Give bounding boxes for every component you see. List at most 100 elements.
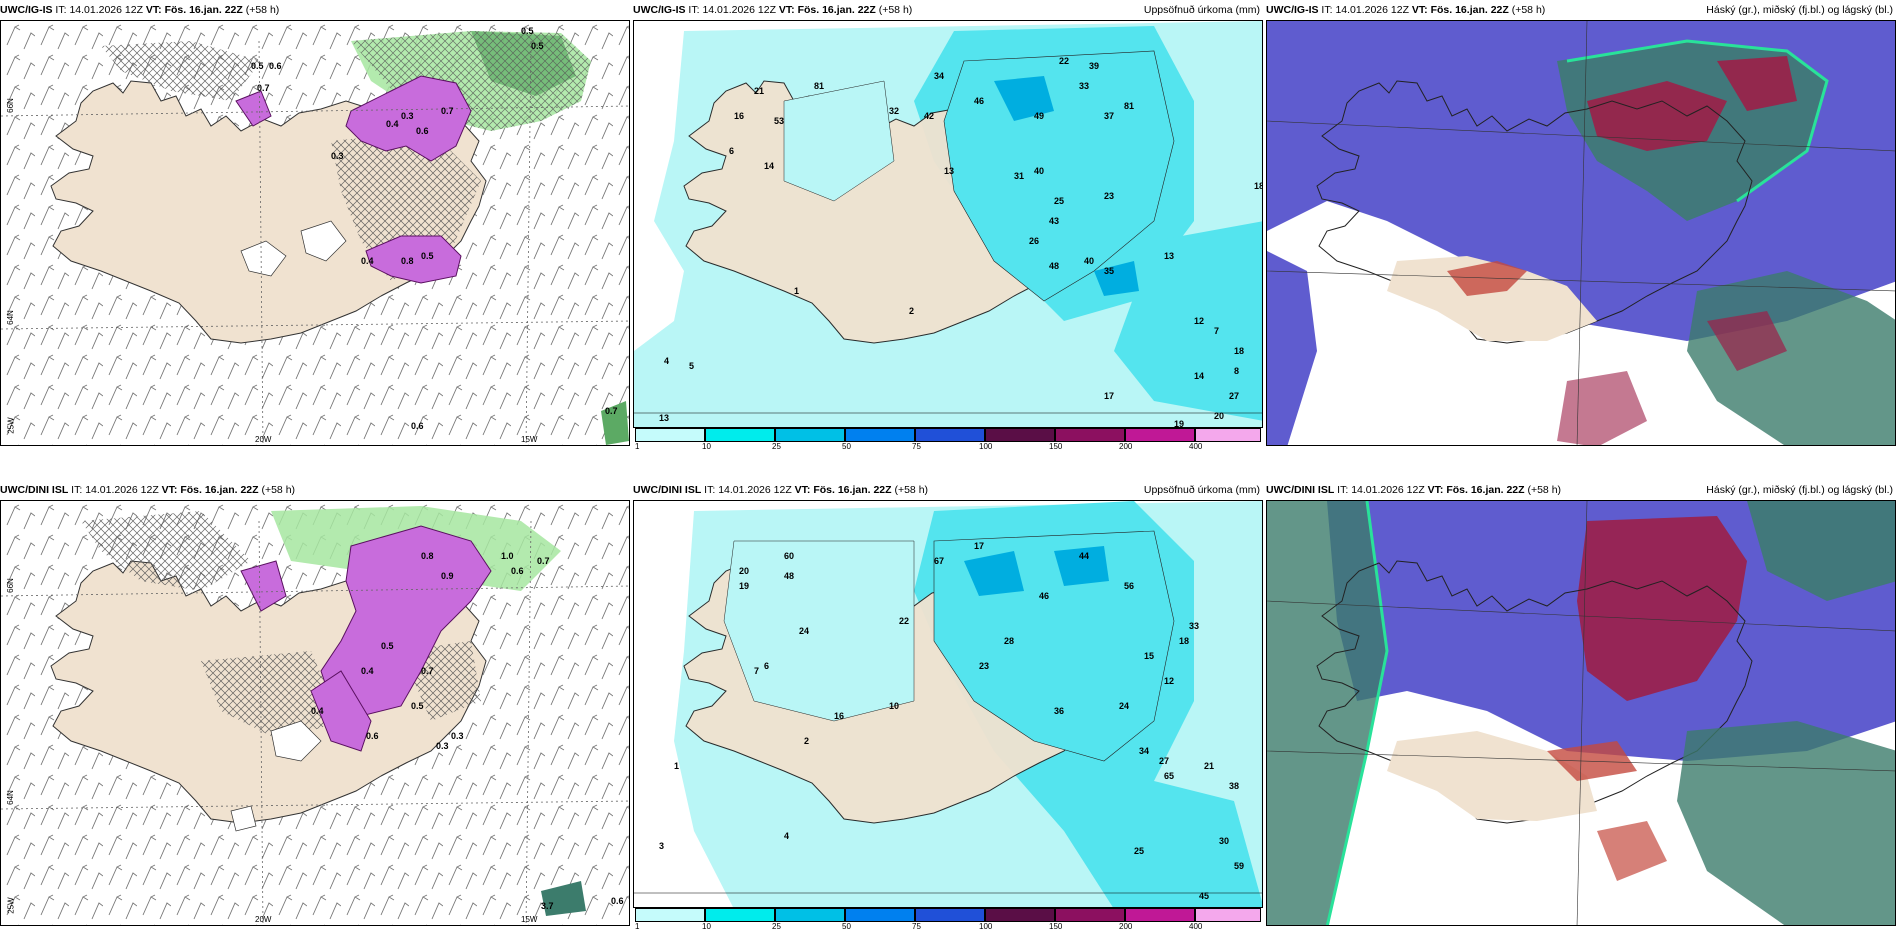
precip-value: 25 bbox=[1054, 196, 1065, 206]
snow-value: 0.8 bbox=[401, 256, 414, 266]
vt-time: Fös. 16.jan. 22Z bbox=[1446, 484, 1525, 496]
colorbar-cell bbox=[985, 428, 1055, 442]
grid-line bbox=[1267, 600, 1895, 632]
it-time: 14.01.2026 12Z bbox=[702, 4, 776, 16]
precip-value: 53 bbox=[774, 116, 785, 126]
grid-line bbox=[1267, 750, 1895, 772]
vt-prefix: VT: bbox=[145, 4, 162, 16]
snow-area-north bbox=[345, 75, 472, 162]
precip-value: 45 bbox=[1199, 891, 1210, 901]
precip-cyan-south bbox=[1114, 221, 1262, 421]
vt-prefix: VT: bbox=[794, 484, 811, 496]
low-cloud-patch bbox=[1447, 261, 1527, 296]
precip-value: 7 bbox=[1214, 326, 1220, 336]
snow-value: 0.3 bbox=[331, 151, 344, 161]
hatch-north bbox=[101, 41, 261, 101]
colorbar-tick: 100 bbox=[979, 922, 993, 931]
snow-value: 0.7 bbox=[537, 556, 550, 566]
precip-blue-cell bbox=[1094, 261, 1139, 296]
label-66n: 66N bbox=[5, 98, 15, 113]
snow-value: 0.3 bbox=[436, 741, 449, 751]
it-time: 14.01.2026 12Z bbox=[85, 484, 159, 496]
panel-header: UWC/IG-IS IT: 14.01.2026 12Z VT: Fös. 16… bbox=[1266, 0, 1896, 20]
precip-value: 21 bbox=[754, 86, 765, 96]
panel-clouds-igis: UWC/IG-IS IT: 14.01.2026 12Z VT: Fös. 16… bbox=[1266, 0, 1896, 446]
precip-value: 10 bbox=[889, 701, 900, 711]
colorbar-tick: 10 bbox=[702, 442, 711, 451]
precip-value: 31 bbox=[1014, 171, 1025, 181]
snow-value: 0.4 bbox=[361, 256, 374, 266]
precip-value: 12 bbox=[1194, 316, 1205, 326]
precip-value: 35 bbox=[1104, 266, 1115, 276]
precip-west bbox=[723, 540, 915, 722]
colorbar-cell bbox=[845, 908, 915, 922]
precip-value: 38 bbox=[1229, 781, 1240, 791]
model-name: UWC/IG-IS bbox=[633, 4, 686, 16]
glacier bbox=[270, 720, 322, 762]
snow-value: 0.3 bbox=[401, 111, 414, 121]
vt-time: Fös. 16.jan. 22Z bbox=[797, 4, 876, 16]
colorbar-cell bbox=[1125, 428, 1195, 442]
snow-value: 0.5 bbox=[251, 61, 264, 71]
panel-precip-igis: UWC/IG-IS IT: 14.01.2026 12Z VT: Fös. 16… bbox=[633, 0, 1263, 451]
precip-value: 22 bbox=[1059, 56, 1070, 66]
precip-value: 48 bbox=[1049, 261, 1060, 271]
snow-area-south bbox=[365, 235, 462, 284]
precip-value: 6 bbox=[729, 146, 735, 156]
precip-value: 14 bbox=[1194, 371, 1205, 381]
colorbar-cell bbox=[635, 908, 705, 922]
precip-value: 46 bbox=[974, 96, 985, 106]
precip-value: 16 bbox=[734, 111, 745, 121]
mid-cloud-edge bbox=[1566, 39, 1829, 203]
panel-header: UWC/IG-IS IT: 14.01.2026 12Z VT: Fös. 16… bbox=[633, 0, 1263, 20]
colorbar-tick: 150 bbox=[1049, 442, 1063, 451]
lead-time: (+58 h) bbox=[245, 4, 280, 16]
precip-value: 49 bbox=[1034, 111, 1045, 121]
vt-time: Fös. 16.jan. 22Z bbox=[1430, 4, 1509, 16]
vt-prefix: VT: bbox=[1411, 4, 1428, 16]
colorbar-tick: 200 bbox=[1119, 442, 1133, 451]
it-time: 14.01.2026 12Z bbox=[69, 4, 143, 16]
label-66n: 66N bbox=[5, 578, 15, 593]
clouds-map bbox=[1266, 20, 1896, 446]
label-15w: 15W bbox=[521, 915, 538, 924]
precip-value: 46 bbox=[1039, 591, 1050, 601]
colorbar-tick: 1 bbox=[635, 922, 640, 931]
colorbar-tick: 75 bbox=[912, 922, 921, 931]
colorbar-cell bbox=[635, 428, 705, 442]
snow-value: 0.5 bbox=[521, 26, 534, 36]
precip-value: 25 bbox=[1134, 846, 1145, 856]
colorbar-tick: 400 bbox=[1189, 922, 1203, 931]
lat-line-66 bbox=[1, 105, 629, 117]
snow-value: 0.6 bbox=[411, 421, 424, 431]
colorbar-cell bbox=[985, 908, 1055, 922]
clouds-title: Háský (gr.), miðský (fj.bl.) og lágský (… bbox=[1706, 4, 1893, 16]
precip-value: 13 bbox=[944, 166, 955, 176]
precip-value: 17 bbox=[974, 541, 985, 551]
precip-value: 5 bbox=[689, 361, 695, 371]
precip-value: 12 bbox=[1164, 676, 1175, 686]
precip-value: 18 bbox=[1254, 181, 1262, 191]
colorbar-cell bbox=[1055, 908, 1125, 922]
precip-value: 20 bbox=[739, 566, 750, 576]
snow-value: 0.7 bbox=[421, 666, 434, 676]
panel-snow-igis: UWC/IG-IS IT: 14.01.2026 12Z VT: Fös. 16… bbox=[0, 0, 630, 446]
snow-map: 66N 64N 25W 20W 15W 0.5 0.6 0.5 0.7 0.3 … bbox=[0, 20, 630, 446]
panel-snow-dini: UWC/DINI ISL IT: 14.01.2026 12Z VT: Fös.… bbox=[0, 480, 630, 926]
it-prefix: IT: bbox=[1321, 4, 1333, 16]
precip-value: 16 bbox=[834, 711, 845, 721]
colorbar-cell bbox=[775, 908, 845, 922]
label-25w: 25W bbox=[6, 417, 16, 434]
vt-time: Fös. 16.jan. 22Z bbox=[813, 484, 892, 496]
colorbar-cell bbox=[1055, 428, 1125, 442]
label-20w: 20W bbox=[255, 915, 272, 924]
precip-value: 6 bbox=[764, 661, 770, 671]
snow-value: 0.7 bbox=[257, 83, 270, 93]
lat-line-64 bbox=[1, 320, 629, 330]
precip-colorbar: 1 10 25 50 75 100 150 200 400 bbox=[635, 908, 1261, 931]
precip-value: 23 bbox=[979, 661, 990, 671]
precip-blue-cell bbox=[964, 551, 1024, 596]
precip-green-corner bbox=[541, 881, 586, 916]
precip-blue-cell bbox=[994, 76, 1054, 121]
snow-value: 0.4 bbox=[311, 706, 324, 716]
